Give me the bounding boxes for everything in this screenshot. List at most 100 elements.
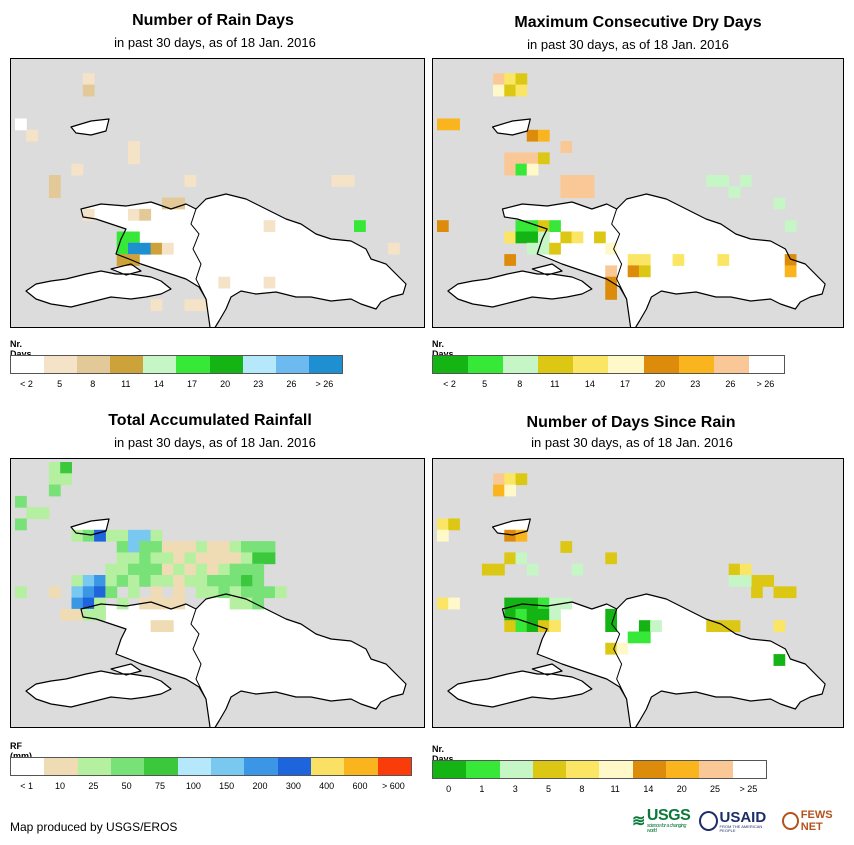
- grid-cell: [173, 541, 185, 553]
- grid-cell: [195, 299, 208, 312]
- legend-label: 5: [57, 379, 63, 389]
- grid-cell: [448, 118, 460, 131]
- grid-cell: [60, 608, 72, 621]
- land-area: [447, 119, 826, 327]
- legend-bar: [432, 760, 767, 779]
- grid-cell: [150, 529, 163, 542]
- panel-title: Number of Days Since Rain: [526, 414, 736, 431]
- grid-cell: [437, 597, 449, 610]
- legend-label: 75: [154, 781, 166, 791]
- grid-cell: [437, 118, 449, 131]
- grid-cell: [594, 231, 606, 244]
- fews-net-circle-icon: [781, 812, 799, 830]
- legend-swatch: [310, 758, 345, 775]
- grid-cell: [184, 552, 197, 565]
- legend-label: 14: [584, 379, 595, 389]
- grid-cell: [241, 586, 253, 599]
- coastline: [25, 118, 407, 327]
- legend-swatch: [499, 761, 533, 778]
- grid-cell: [504, 84, 517, 97]
- grid-cell: [150, 552, 163, 565]
- grid-cell: [638, 620, 651, 632]
- grid-cell: [263, 552, 276, 565]
- legend-swatch: [678, 356, 714, 373]
- legend-label: 3: [512, 784, 518, 794]
- legend-label: 8: [517, 379, 523, 389]
- grid-cell: [150, 563, 163, 576]
- grid-cell: [526, 129, 539, 142]
- grid-cell: [116, 254, 129, 266]
- legend-bar: [10, 757, 412, 776]
- legend-swatch: [732, 761, 766, 778]
- legend-label: 20: [676, 784, 687, 794]
- legend-swatch: [77, 356, 111, 373]
- grid-cell: [82, 529, 95, 542]
- legend-swatch: [468, 356, 504, 373]
- grid-cell: [773, 586, 786, 599]
- legend-label: 1: [479, 784, 485, 794]
- legend-label: 300: [285, 781, 301, 791]
- grid-cell: [504, 484, 517, 497]
- legend-swatch: [143, 356, 177, 373]
- legend-label: 14: [643, 784, 654, 794]
- legend-label: 20: [220, 379, 231, 389]
- grid-cell: [71, 575, 84, 587]
- grid-cell: [515, 608, 528, 621]
- grid-cell: [638, 254, 651, 266]
- legend-swatch: [466, 761, 500, 778]
- grid-cell: [71, 586, 84, 599]
- legend-label: 25: [88, 781, 99, 791]
- grid-cell: [784, 265, 797, 278]
- grid-cell: [515, 163, 528, 176]
- grid-cell: [48, 175, 61, 187]
- panel-subtitle: in past 30 days, as of 18 Jan. 2016: [527, 37, 729, 52]
- legend-label: 200: [252, 781, 268, 791]
- grid-cell: [515, 84, 528, 97]
- legend-swatch: [433, 356, 469, 373]
- grid-cell: [71, 163, 84, 176]
- map-canvas: [15, 462, 407, 727]
- legend-label: 26: [725, 379, 736, 389]
- grid-cell: [537, 620, 550, 632]
- grid-cell: [728, 563, 741, 576]
- map-canvas: [437, 73, 826, 327]
- legend-ticks: 0 1 3 5 8 11 14 20 25 > 25: [432, 784, 765, 796]
- legend-bar: [10, 355, 343, 374]
- grid-cell: [526, 608, 539, 621]
- grid-cell: [94, 529, 106, 542]
- grid-cell: [493, 563, 505, 576]
- grid-cell: [82, 608, 95, 621]
- grid-cell: [207, 552, 219, 565]
- legend-title: Nr. Days: [432, 744, 454, 764]
- legend-swatch: [244, 758, 278, 775]
- grid-cell: [751, 575, 763, 587]
- legend-swatch: [713, 356, 749, 373]
- grid-cell: [207, 575, 219, 587]
- grid-cell: [173, 597, 185, 610]
- legend-label: 25: [710, 784, 721, 794]
- grid-cell: [139, 529, 152, 542]
- logo-strip: ≋ USGS science for a changing world USAI…: [632, 808, 854, 834]
- legend-swatch: [242, 356, 276, 373]
- grid-cell: [94, 608, 106, 621]
- grid-cell: [150, 620, 163, 632]
- legend-title: Nr. Days: [432, 339, 454, 359]
- grid-cell: [515, 152, 528, 165]
- grid-cell: [549, 620, 561, 632]
- grid-cell: [560, 175, 573, 187]
- legend-title: RF (mm): [10, 741, 32, 761]
- grid-cell: [128, 575, 140, 587]
- grid-cell: [229, 563, 242, 576]
- grid-cell: [526, 597, 539, 610]
- legend-swatch: [566, 761, 600, 778]
- grid-cell: [504, 254, 517, 266]
- usaid-seal-icon: [698, 811, 718, 831]
- map-canvas: [437, 473, 826, 727]
- grid-cell: [504, 608, 517, 621]
- grid-cell: [605, 642, 617, 655]
- grid-cell: [549, 608, 561, 621]
- legend-label: 23: [253, 379, 264, 389]
- grid-cell: [161, 552, 174, 565]
- legend-label: < 1: [20, 781, 34, 791]
- legend-label: < 2: [443, 379, 456, 389]
